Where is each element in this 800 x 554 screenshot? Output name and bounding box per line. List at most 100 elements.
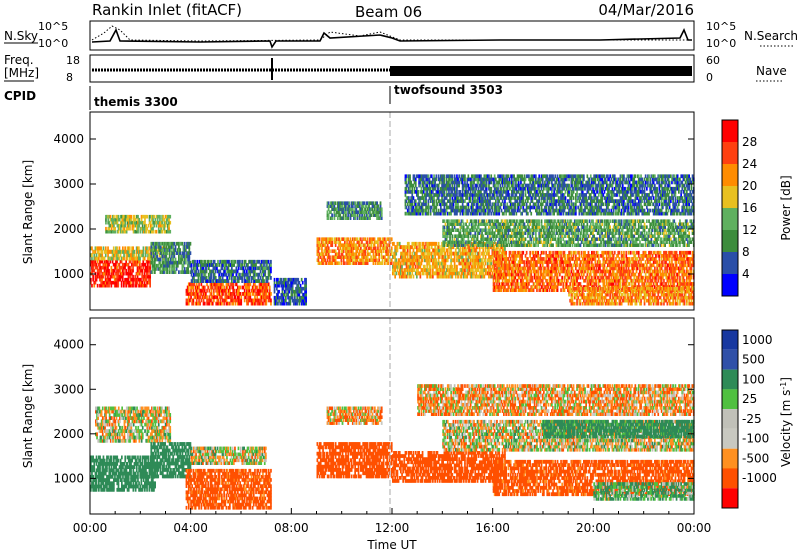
data-cell (264, 259, 267, 264)
data-cell (91, 253, 93, 258)
data-cell (116, 253, 118, 258)
data-cell (659, 222, 662, 226)
data-cell (520, 240, 522, 244)
data-cell (135, 253, 138, 258)
data-cell (283, 301, 286, 306)
data-cell (248, 279, 250, 283)
data-cell (567, 219, 569, 223)
data-cell (167, 248, 170, 252)
data-cell (615, 219, 617, 223)
data-cell (140, 214, 143, 219)
data-cell (356, 240, 359, 244)
data-cell (298, 292, 301, 297)
data-cell (125, 253, 128, 258)
data-cell (280, 292, 283, 297)
data-cell (633, 219, 636, 223)
data-cell (180, 270, 183, 274)
data-cell (409, 245, 411, 250)
data-cell (376, 258, 378, 262)
data-cell (587, 240, 590, 244)
data-cell (646, 219, 648, 223)
data-cell (148, 280, 150, 285)
data-cell (497, 260, 499, 264)
data-cell (474, 251, 477, 256)
data-cell (94, 265, 97, 270)
data-cell (484, 258, 487, 263)
data-cell (483, 264, 486, 269)
data-cell (662, 228, 664, 232)
data-cell (109, 274, 112, 279)
data-cell (257, 272, 260, 277)
data-cell (403, 271, 406, 276)
data-cell (180, 241, 183, 246)
data-cell (514, 222, 517, 226)
data-cell (201, 259, 203, 264)
data-cell (651, 222, 654, 226)
data-cell (478, 219, 481, 223)
data-cell (395, 264, 398, 269)
data-cell (512, 260, 514, 264)
data-cell (187, 260, 189, 265)
data-cell (441, 255, 443, 259)
data-cell (110, 280, 113, 285)
data-cell (151, 248, 154, 252)
data-cell (347, 249, 350, 253)
data-cell (165, 217, 168, 222)
data-cell (500, 240, 503, 244)
data-cell (323, 255, 326, 259)
data-cell (469, 271, 472, 276)
data-cell (157, 229, 160, 234)
data-cell (488, 268, 490, 272)
data-cell (337, 255, 339, 259)
data-cell (465, 222, 467, 226)
nsearch-label: N.Search (744, 29, 798, 43)
data-cell (245, 276, 248, 280)
data-cell (143, 268, 146, 273)
data-cell (458, 234, 460, 238)
data-cell (557, 237, 560, 241)
data-cell (265, 285, 268, 290)
data-cell (254, 301, 256, 306)
data-cell (615, 228, 617, 232)
data-cell (607, 237, 609, 241)
data-cell (239, 272, 241, 277)
data-cell (501, 257, 504, 261)
data-cell (591, 231, 593, 235)
data-cell (476, 264, 479, 269)
data-cell (173, 251, 176, 255)
data-cell (568, 234, 570, 238)
data-cell (641, 237, 644, 241)
data-cell (451, 271, 454, 276)
data-cell (331, 261, 334, 265)
data-cell (265, 279, 268, 283)
data-cell (619, 219, 622, 223)
data-cell (316, 237, 319, 241)
data-cell (149, 277, 151, 282)
data-cell (186, 288, 189, 293)
data-cell (193, 282, 196, 287)
data-cell (501, 225, 504, 229)
data-cell (342, 216, 345, 220)
data-cell (603, 243, 606, 247)
data-cell (246, 298, 248, 303)
data-cell (525, 243, 528, 247)
data-cell (585, 225, 587, 229)
data-cell (394, 251, 396, 256)
data-cell (521, 234, 523, 238)
data-cell (248, 292, 251, 296)
data-cell (448, 231, 450, 235)
data-cell (496, 282, 498, 286)
data-cell (101, 274, 104, 279)
data-cell (217, 279, 219, 283)
data-cell (524, 228, 527, 232)
data-cell (667, 234, 670, 238)
data-cell (305, 277, 307, 282)
data-cell (452, 251, 455, 256)
data-cell (482, 251, 485, 256)
data-cell (219, 269, 222, 274)
data-cell (164, 229, 167, 234)
data-cell (489, 237, 491, 241)
data-cell (691, 222, 694, 226)
data-cell (234, 295, 237, 300)
data-cell (232, 269, 234, 274)
